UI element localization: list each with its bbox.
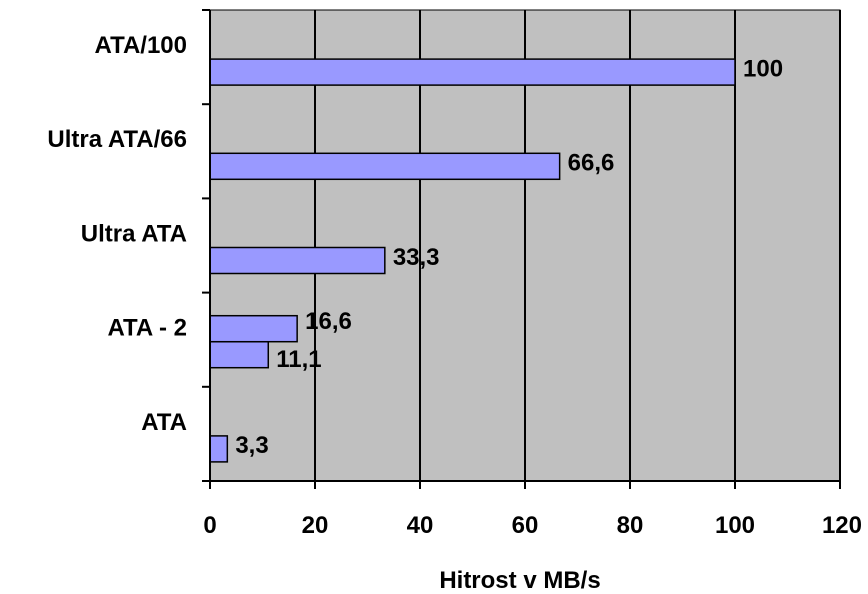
- x-tick-label: 60: [512, 512, 539, 539]
- data-label: 16,6: [305, 308, 352, 335]
- data-labels: 3,3 11,1 16,6 33,3 66,6 100: [235, 55, 783, 459]
- bar: [209, 152, 561, 181]
- category-label: ATA/100: [95, 32, 187, 59]
- x-tick-label: 40: [407, 512, 434, 539]
- category-label: ATA: [141, 409, 187, 436]
- bar: [209, 58, 736, 86]
- bar: [209, 246, 386, 275]
- x-axis-title: Hitrost v MB/s: [439, 567, 600, 594]
- bar: [209, 435, 229, 463]
- x-tick-label: 20: [302, 512, 329, 539]
- category-label: Ultra ATA/66: [47, 126, 187, 153]
- bar: [209, 314, 298, 343]
- axes: [202, 9, 841, 489]
- x-tick-labels: 0 20 40 60 80 100 120: [203, 512, 862, 539]
- x-tick-label: 100: [715, 512, 755, 539]
- bars: [209, 58, 736, 463]
- data-label: 33,3: [393, 244, 440, 271]
- category-labels: ATA ATA - 2 Ultra ATA Ultra ATA/66 ATA/100: [47, 32, 187, 436]
- x-tick-label: 0: [203, 512, 216, 539]
- bar: [209, 340, 270, 369]
- data-label: 3,3: [235, 432, 268, 459]
- category-label: ATA - 2: [107, 315, 187, 342]
- category-label: Ultra ATA: [81, 220, 187, 247]
- data-label: 66,6: [568, 150, 615, 177]
- x-tick-label: 80: [617, 512, 644, 539]
- x-tick-label: 120: [822, 512, 862, 539]
- data-label: 11,1: [276, 346, 321, 373]
- data-label: 100: [743, 55, 783, 82]
